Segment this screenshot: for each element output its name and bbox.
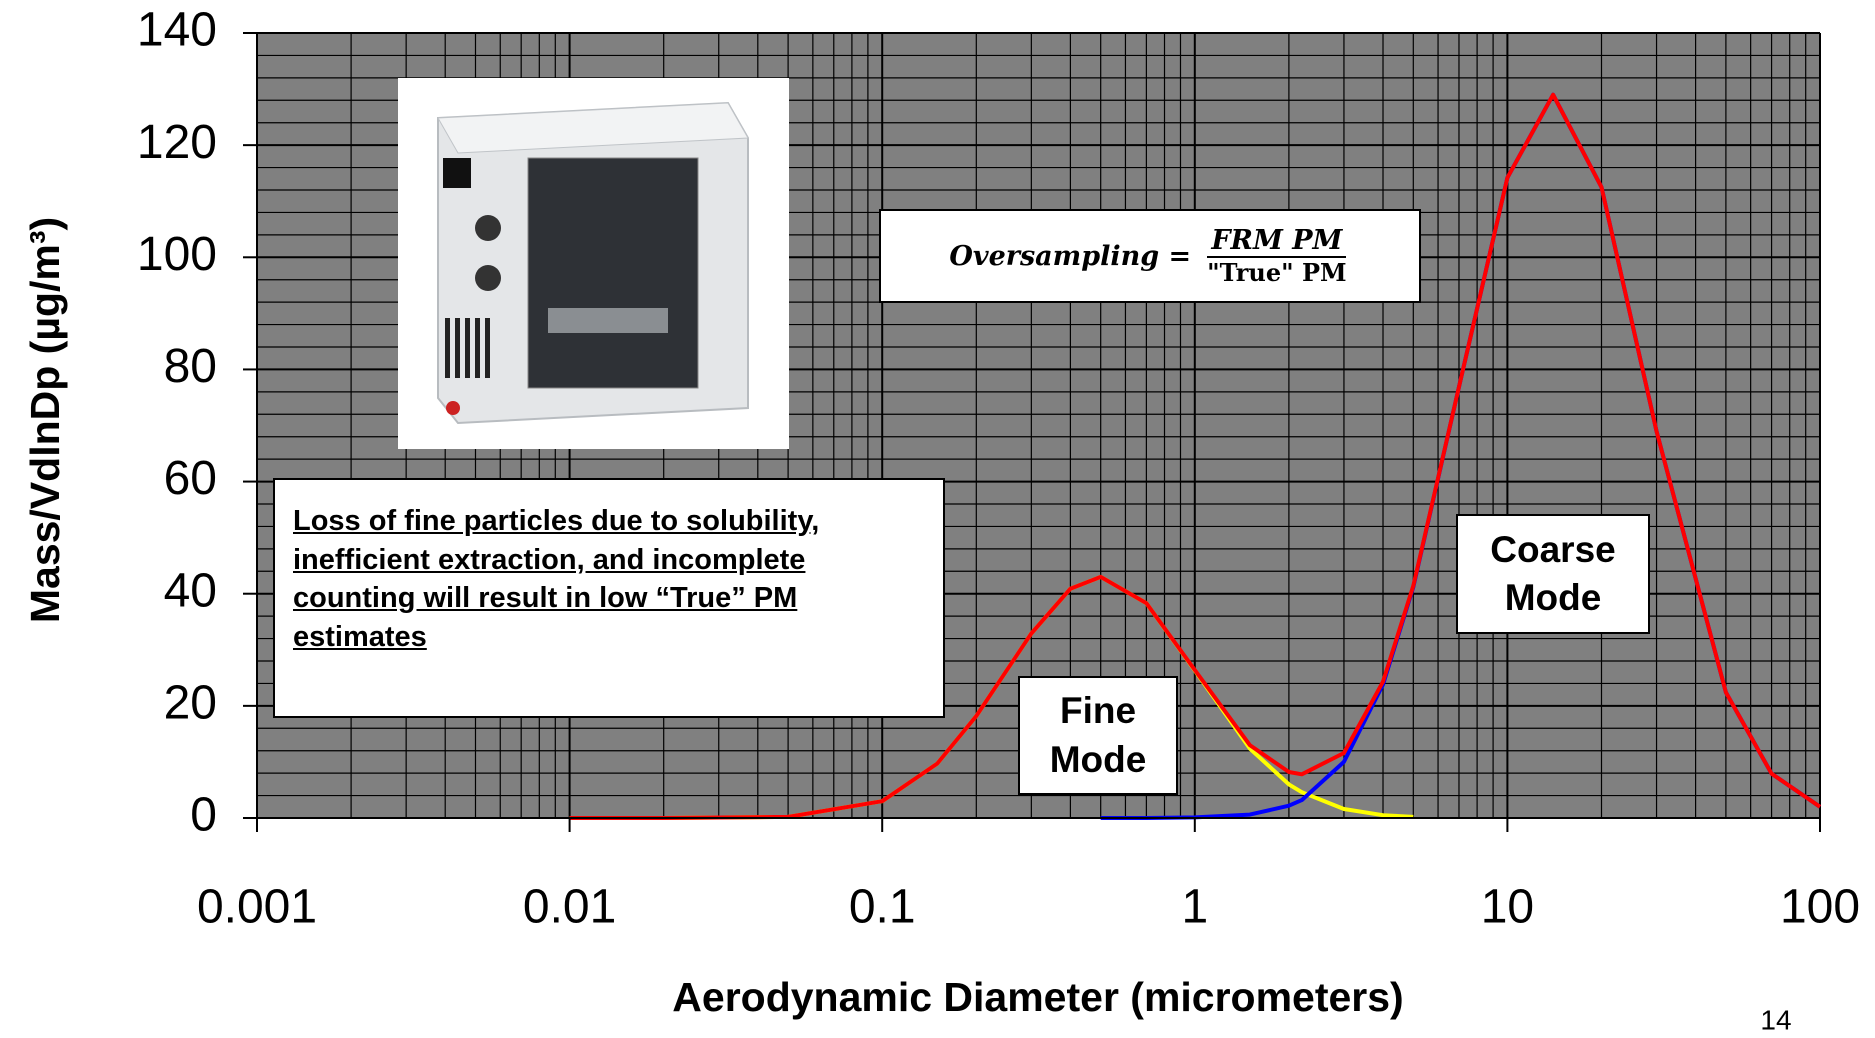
coarse-mode-label: Coarse Mode — [1456, 514, 1650, 634]
y-tick-label: 60 — [164, 452, 217, 505]
page-number: 14 — [1760, 1004, 1791, 1035]
y-tick-label: 80 — [164, 340, 217, 393]
series-line — [569, 92, 1822, 820]
x-tick-label: 100 — [1780, 881, 1860, 934]
instrument-photo — [398, 78, 789, 449]
y-tick-label: 100 — [137, 228, 217, 281]
x-tick-label: 10 — [1481, 881, 1534, 934]
y-tick-label: 0 — [190, 789, 217, 842]
formula-numerator: FRM PM — [1207, 225, 1347, 258]
fine-mode-label: Fine Mode — [1018, 676, 1178, 795]
formula-box: Oversampling = FRM PM "True" PM — [879, 209, 1421, 303]
x-axis-title: Aerodynamic Diameter (micrometers) — [672, 974, 1403, 1020]
formula-lhs: Oversampling = — [949, 240, 1192, 272]
formula-fraction: FRM PM "True" PM — [1203, 225, 1350, 287]
y-tick-label: 40 — [164, 564, 217, 617]
loss-note: Loss of fine particles due to solubility… — [273, 478, 945, 718]
y-tick-label: 140 — [137, 4, 217, 57]
x-tick-label: 0.1 — [849, 881, 916, 934]
x-tick-label: 0.01 — [523, 881, 616, 934]
y-tick-label: 120 — [137, 116, 217, 169]
x-tick-label: 1 — [1181, 881, 1208, 934]
x-tick-label: 0.001 — [197, 881, 317, 934]
y-axis-title: Mass/VdlnDp (µg/m³) — [22, 217, 68, 623]
formula-denominator: "True" PM — [1207, 258, 1347, 287]
y-tick-label: 20 — [164, 677, 217, 730]
